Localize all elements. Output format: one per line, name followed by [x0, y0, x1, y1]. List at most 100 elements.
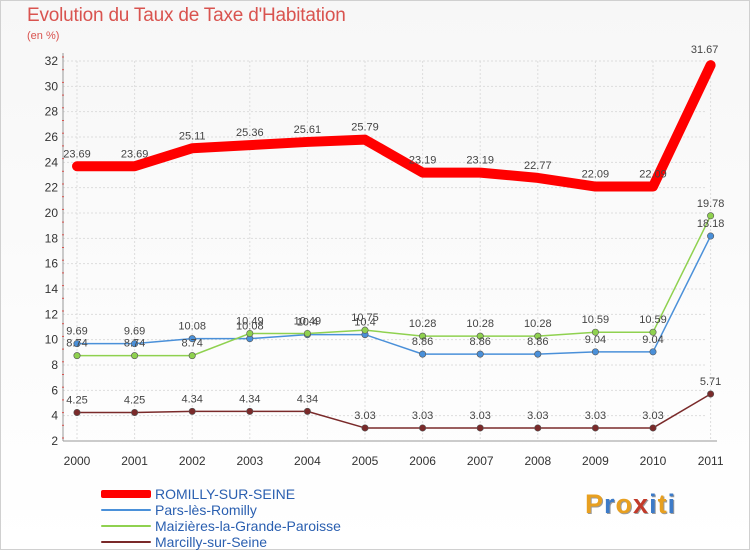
data-label: 10.4: [297, 317, 318, 329]
chart-subtitle: (en %): [27, 30, 60, 42]
data-label: 8.74: [66, 338, 87, 350]
logo-letter: o: [615, 489, 634, 519]
legend-label-romilly: ROMILLY-SUR-SEINE: [155, 486, 296, 502]
data-label: 18.18: [697, 218, 725, 230]
data-label: 8.74: [181, 338, 202, 350]
data-point: [188, 352, 196, 360]
y-tick-label: 26: [45, 130, 59, 144]
series-line-3: [76, 393, 712, 429]
y-tick-label: 22: [45, 181, 59, 195]
legend-label-pars: Pars-lès-Romilly: [155, 502, 257, 518]
data-point: [73, 352, 81, 360]
data-point: [707, 212, 715, 220]
data-label: 3.03: [354, 410, 375, 422]
x-tick-label: 2007: [467, 454, 494, 468]
y-tick-label: 8: [51, 358, 58, 372]
data-label: 3.03: [527, 410, 548, 422]
data-label: 22.09: [639, 169, 667, 181]
y-tick-label: 20: [45, 206, 59, 220]
data-point: [476, 350, 484, 358]
data-point: [246, 329, 254, 337]
logo-letter: x: [633, 489, 650, 519]
logo-letter: i: [649, 489, 658, 519]
x-tick-label: 2001: [121, 454, 148, 468]
data-label: 3.03: [469, 410, 490, 422]
data-label: 8.86: [527, 336, 548, 348]
label-layer: 23.69 23.69 25.11 25.36 25.61 25.79 23.19 23.19…: [63, 44, 724, 422]
data-point: [591, 348, 599, 356]
series-line-0: [72, 60, 716, 192]
data-label: 22.09: [582, 169, 610, 181]
data-point: [534, 350, 542, 358]
data-label: 9.04: [585, 334, 606, 346]
data-label: 4.34: [181, 393, 202, 405]
data-label: 19.78: [697, 198, 725, 210]
data-label: 4.25: [66, 395, 87, 407]
proxiti-logo: Proxiti: [585, 489, 676, 520]
x-tick-label: 2003: [236, 454, 263, 468]
legend-item-pars: Pars-lès-Romilly: [101, 502, 341, 518]
data-label: 9.69: [66, 326, 87, 338]
x-tick-label: 2004: [294, 454, 321, 468]
data-label: 10.28: [524, 318, 552, 330]
data-label: 10.28: [466, 318, 494, 330]
legend-item-romilly: ROMILLY-SUR-SEINE: [101, 486, 341, 502]
data-point: [188, 335, 196, 343]
series-layer: [72, 60, 716, 432]
data-point: [73, 340, 81, 348]
x-tick-label: 2000: [64, 454, 91, 468]
data-point: [649, 348, 657, 356]
x-tick-label: 2006: [409, 454, 436, 468]
data-label: 3.03: [412, 410, 433, 422]
data-point: [707, 390, 715, 398]
data-point: [419, 350, 427, 358]
logo-letter: r: [604, 489, 616, 519]
data-label: 8.74: [124, 338, 145, 350]
x-tick-label: 2002: [179, 454, 206, 468]
data-label: 25.36: [236, 127, 264, 139]
data-point: [361, 424, 369, 432]
y-tick-label: 32: [45, 54, 59, 68]
data-point: [361, 326, 369, 334]
logo-letter: P: [585, 489, 605, 519]
data-point: [707, 232, 715, 240]
data-point: [73, 408, 81, 416]
data-point: [419, 332, 427, 340]
series-line-1: [76, 235, 712, 355]
y-tick-label: 30: [45, 79, 59, 93]
data-point: [591, 424, 599, 432]
data-label: 10.59: [582, 314, 610, 326]
data-label: 10.4: [354, 317, 375, 329]
legend-label-marcilly: Marcilly-sur-Seine: [155, 534, 268, 550]
data-label: 25.61: [294, 124, 322, 136]
x-tick-label: 2010: [640, 454, 667, 468]
grid-layer: [63, 60, 712, 442]
data-label: 8.86: [412, 336, 433, 348]
y-tick-label: 12: [45, 307, 59, 321]
data-point: [649, 328, 657, 336]
data-label: 4.34: [297, 393, 318, 405]
data-label: 3.03: [585, 410, 606, 422]
data-point: [476, 332, 484, 340]
data-label: 9.69: [124, 326, 145, 338]
y-tick-label: 6: [51, 383, 58, 397]
logo-letter: i: [667, 489, 677, 519]
data-point: [591, 328, 599, 336]
y-tick-label: 10: [45, 333, 59, 347]
legend-swatch-marcilly: [101, 541, 151, 543]
data-point: [649, 424, 657, 432]
data-label: 25.11: [179, 130, 206, 142]
data-point: [419, 424, 427, 432]
x-tick-label: 2005: [352, 454, 379, 468]
chart-legend: ROMILLY-SUR-SEINE Pars-lès-Romilly Maizi…: [101, 486, 341, 550]
y-tick-label: 2: [51, 434, 58, 448]
y-tick-label: 14: [45, 282, 59, 296]
data-label: 23.19: [466, 155, 494, 167]
data-label: 4.25: [124, 395, 145, 407]
legend-swatch-maizieres: [101, 525, 151, 527]
data-label: 9.04: [642, 334, 663, 346]
legend-item-marcilly: Marcilly-sur-Seine: [101, 534, 341, 550]
y-tick-label: 24: [45, 155, 59, 169]
